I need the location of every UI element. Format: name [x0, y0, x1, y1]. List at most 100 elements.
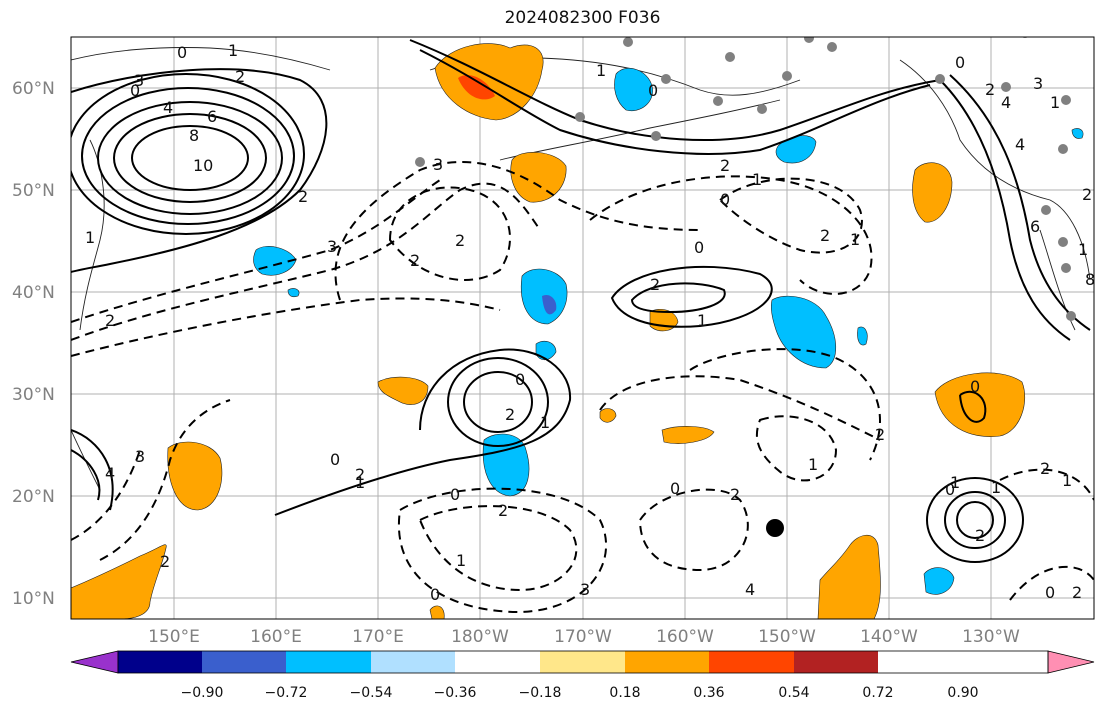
colorbar-swatch: [371, 651, 455, 673]
lon-label: 170°W: [554, 627, 612, 647]
contour-label: 2: [505, 405, 515, 424]
contour-label: 1: [596, 61, 606, 80]
colorbar-extend-low: [70, 650, 119, 674]
contour-label: 2: [720, 156, 730, 175]
contour-label: 2: [650, 275, 660, 294]
contour-label: 3: [134, 71, 144, 90]
colorbar: [70, 650, 1095, 674]
contour-label: 4: [105, 464, 115, 483]
contour-label: 2: [410, 251, 420, 270]
colorbar-tick-label: 0.72: [862, 685, 893, 701]
colorbar-tick-labels: −0.90 −0.72 −0.54 −0.36 −0.18 0.18 0.36 …: [181, 685, 979, 701]
contour-label: 0: [430, 585, 440, 604]
lon-label: 130°W: [962, 627, 1020, 647]
contour-label: 1: [1062, 471, 1072, 490]
colorbar-swatch: [202, 651, 286, 673]
colorbar-tick-label: −0.18: [519, 685, 562, 701]
lon-label: 150°E: [148, 627, 200, 647]
colorbar-swatch: [118, 651, 202, 673]
contour-label: 1: [1078, 240, 1088, 259]
colorbar-extend-high: [1047, 650, 1095, 674]
contour-label: 4: [163, 98, 173, 117]
lon-label: 170°E: [352, 627, 404, 647]
colorbar-frame: [117, 650, 1049, 674]
contour-label: 0: [720, 190, 730, 209]
contour-label: 3: [135, 447, 145, 466]
latitude-labels: 60°N 50°N 40°N 30°N 20°N 10°N: [12, 79, 55, 609]
contour-label: 10: [193, 156, 213, 175]
contour-label: 1: [808, 455, 818, 474]
colorbar-swatch: [709, 651, 794, 673]
colorbar-swatch: [540, 651, 625, 673]
station-markers: [415, 37, 1076, 321]
colorbar-tick-label: 0.90: [947, 685, 978, 701]
lat-label: 30°N: [12, 385, 55, 405]
colorbar-swatch: [794, 651, 878, 673]
contour-label: 2: [160, 552, 170, 571]
colorbar-tick-label: −0.72: [265, 685, 308, 701]
gridlines: [71, 37, 1094, 619]
contour-label: 1: [85, 228, 95, 247]
plot-frame: [70, 36, 1095, 620]
contour-label: 4: [1015, 135, 1025, 154]
contour-label: 0: [330, 450, 340, 469]
lat-label: 20°N: [12, 487, 55, 507]
lat-label: 60°N: [12, 79, 55, 99]
map-title: 2024082300 F036: [504, 8, 661, 28]
lon-label: 160°E: [250, 627, 302, 647]
colorbar-tick-label: 0.54: [778, 685, 809, 701]
lon-label: 180°W: [451, 627, 509, 647]
contour-label: 1: [991, 478, 1001, 497]
colorbar-tick-label: 0.18: [609, 685, 640, 701]
colorbar-tick-label: 0.36: [693, 685, 724, 701]
contour-label: 2: [1040, 459, 1050, 478]
contour-label: 2: [498, 501, 508, 520]
contour-label: 6: [1030, 217, 1040, 236]
lat-label: 10°N: [12, 589, 55, 609]
lon-label: 150°W: [758, 627, 816, 647]
colorbar-tick-label: −0.36: [434, 685, 477, 701]
contour-label: 6: [207, 107, 217, 126]
contour-label: 3: [433, 155, 443, 174]
contour-label: 1: [850, 230, 860, 249]
contour-label: 0: [648, 81, 658, 100]
dashed-contours: [71, 161, 1094, 614]
contour-label: 0: [955, 53, 965, 72]
contour-label: 4: [1001, 93, 1011, 112]
lon-label: 140°W: [860, 627, 918, 647]
lat-label: 50°N: [12, 181, 55, 201]
contour-label: 3: [580, 580, 590, 599]
contour-label: 1: [1050, 93, 1060, 112]
contour-label: 2: [235, 67, 245, 86]
contour-label: 0: [177, 43, 187, 62]
contour-label: 1: [540, 413, 550, 432]
contour-label: 1: [950, 473, 960, 492]
contour-label: 1: [456, 551, 466, 570]
contour-label: 0: [1045, 583, 1055, 602]
contour-label: 0: [694, 238, 704, 257]
colorbar-tick-label: −0.54: [350, 685, 393, 701]
contour-label: 1: [697, 311, 707, 330]
contour-label: 3: [1033, 74, 1043, 93]
colorbar-swatch: [455, 651, 540, 673]
colorbar-tick-label: −0.90: [181, 685, 224, 701]
contour-label: 3: [327, 237, 337, 256]
contour-label: 2: [455, 231, 465, 250]
contour-label: 2: [985, 80, 995, 99]
contour-label: 2: [820, 226, 830, 245]
colorbar-swatch: [625, 651, 709, 673]
contour-label: 0: [970, 377, 980, 396]
contour-label: 0: [450, 485, 460, 504]
longitude-labels: 150°E 160°E 170°E 180°W 170°W 160°W 150°…: [148, 627, 1020, 647]
storm-center-marker: [766, 519, 784, 537]
positive-anomaly-regions: [71, 43, 1026, 619]
contour-label: 0: [130, 81, 140, 100]
contour-label: 0: [945, 480, 955, 499]
colorbar-swatch: [286, 651, 371, 673]
contour-label: 4: [745, 580, 755, 599]
contour-label: 2: [975, 526, 985, 545]
contour-label: 2: [298, 187, 308, 206]
